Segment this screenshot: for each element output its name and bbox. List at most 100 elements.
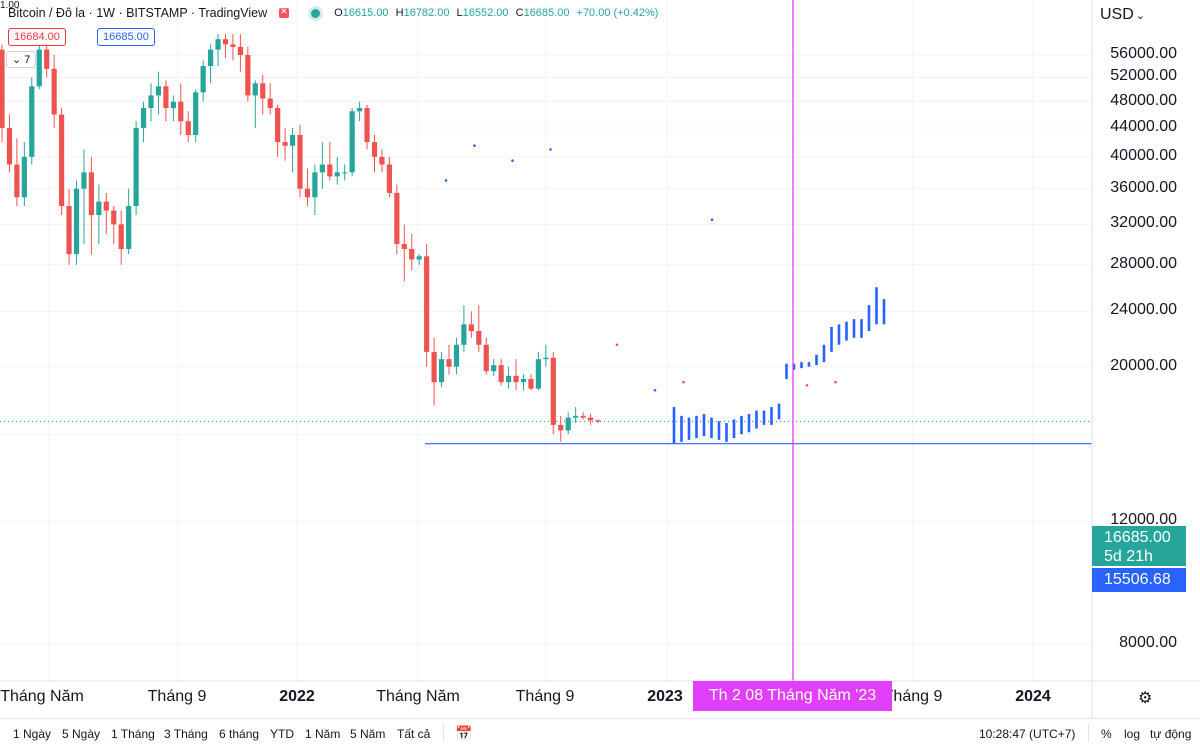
candle-body (446, 359, 452, 367)
projection-bar (702, 414, 706, 437)
candle-body (73, 188, 80, 255)
ohlc-close-key: C (515, 7, 524, 19)
candle-body (535, 359, 541, 389)
price-axis-label: 24000.00 (1110, 301, 1177, 319)
range-button[interactable]: 3 Tháng (164, 727, 208, 741)
candle-body (319, 164, 325, 173)
candle-body (36, 49, 42, 87)
clock-timezone[interactable]: 10:28:47 (UTC+7) (979, 727, 1076, 741)
range-button[interactable]: 5 Năm (350, 727, 386, 741)
candle-body (379, 156, 385, 165)
projection-bar (860, 319, 863, 338)
projection-bar (740, 415, 743, 435)
candle-body (185, 121, 191, 135)
candle-body (424, 256, 430, 352)
projection-bar (762, 410, 766, 425)
flag-icon[interactable] (279, 6, 290, 18)
range-button[interactable]: 1 Ngày (13, 727, 52, 741)
spread-value: 1.00 (0, 0, 20, 11)
scale-option-button[interactable]: log (1124, 727, 1141, 741)
market-status-icon[interactable] (311, 8, 321, 18)
projection-bar (755, 410, 758, 429)
calendar-icon[interactable]: 📅 (455, 725, 473, 741)
currency-selector[interactable]: USD ⌄ (1100, 6, 1145, 24)
price-axis-label: 36000.00 (1110, 178, 1177, 196)
candle-body (21, 156, 27, 198)
range-button[interactable]: 6 tháng (219, 727, 260, 741)
candle-body (267, 98, 273, 109)
range-button[interactable]: Tất cả (397, 727, 431, 741)
range-button[interactable]: 1 Năm (305, 727, 341, 741)
candle-body (88, 172, 94, 216)
candle-body (520, 379, 527, 383)
time-axis-label: Tháng 9 (515, 688, 575, 705)
candle-body (371, 142, 378, 157)
crosshair-date-label: Th 2 08 Tháng Năm '23 (693, 681, 892, 711)
alert-price-tag[interactable]: 15506.68 (1092, 568, 1186, 592)
projection-dot (473, 144, 476, 148)
price-axis-label: 12000.00 (1110, 511, 1177, 529)
projection-bar (852, 319, 856, 338)
candle-body (111, 210, 117, 225)
indicators-toggle[interactable]: ⌄ 7 (6, 51, 37, 68)
time-axis-label: Tháng 9 (883, 688, 943, 705)
candle-body (222, 39, 229, 45)
chevron-down-icon: ⌄ (1135, 10, 1145, 22)
candle-body (550, 357, 556, 425)
candle-body (51, 68, 57, 115)
price-axis-label: 20000.00 (1110, 356, 1177, 374)
projection-bar (695, 415, 698, 439)
range-button[interactable]: YTD (270, 727, 294, 741)
ohlc-low-key: L (456, 7, 463, 19)
projection-dot (710, 218, 714, 221)
projection-bar (672, 407, 676, 444)
candle-body (528, 379, 534, 389)
ohlc-high: 16782.00 (403, 7, 450, 19)
projection-bar (815, 354, 818, 366)
ohlc-open-key: O (334, 7, 343, 19)
candle-body (200, 66, 206, 93)
candle-body (543, 357, 549, 360)
candle-body (364, 108, 370, 143)
candle-body (245, 55, 251, 96)
candle-body (349, 111, 355, 173)
candle-body (193, 92, 199, 135)
candle-body (252, 83, 258, 96)
candle-body (208, 49, 214, 67)
ohlc-change: +70.00 (+0.42%) (576, 7, 659, 19)
range-button[interactable]: 1 Tháng (111, 727, 155, 741)
time-axis-label: 2024 (1015, 688, 1051, 705)
candle-body (573, 415, 579, 418)
ohlc-low: 16552.00 (462, 7, 509, 19)
candle-body (140, 108, 147, 128)
time-axis-label: Tháng Năm (0, 688, 84, 705)
last-price-tag: 16685.00 5d 21h (1092, 526, 1186, 566)
candle-body (513, 375, 519, 383)
candle-body (163, 86, 169, 109)
candle-body (118, 224, 124, 250)
buy-button[interactable]: 16685.00 (97, 28, 155, 46)
scale-option-button[interactable]: tự động (1150, 727, 1192, 741)
price-axis-label: 32000.00 (1110, 214, 1177, 232)
projection-bar (807, 362, 811, 367)
candle-body (126, 206, 132, 250)
price-axis-label: 48000.00 (1110, 91, 1177, 109)
price-axis-label: 28000.00 (1110, 254, 1177, 272)
candle-body (155, 86, 162, 96)
projection-bar (770, 407, 773, 425)
candle-body (230, 44, 236, 47)
symbol-title[interactable]: Bitcoin / Đô la · 1W · BITSTAMP · Tradin… (8, 6, 268, 20)
projection-dot (834, 380, 837, 384)
range-button[interactable]: 5 Ngày (62, 727, 101, 741)
gear-icon[interactable]: ⚙ (1138, 690, 1153, 707)
sell-button[interactable]: 16684.00 (8, 28, 66, 46)
candle-body (237, 46, 243, 55)
scale-option-button[interactable]: % (1101, 727, 1112, 741)
candle-body (103, 201, 109, 211)
projection-bar (882, 299, 886, 325)
candle-body (409, 249, 415, 260)
projection-bar (875, 287, 878, 325)
projection-bar (687, 417, 691, 440)
candle-body (59, 114, 65, 207)
